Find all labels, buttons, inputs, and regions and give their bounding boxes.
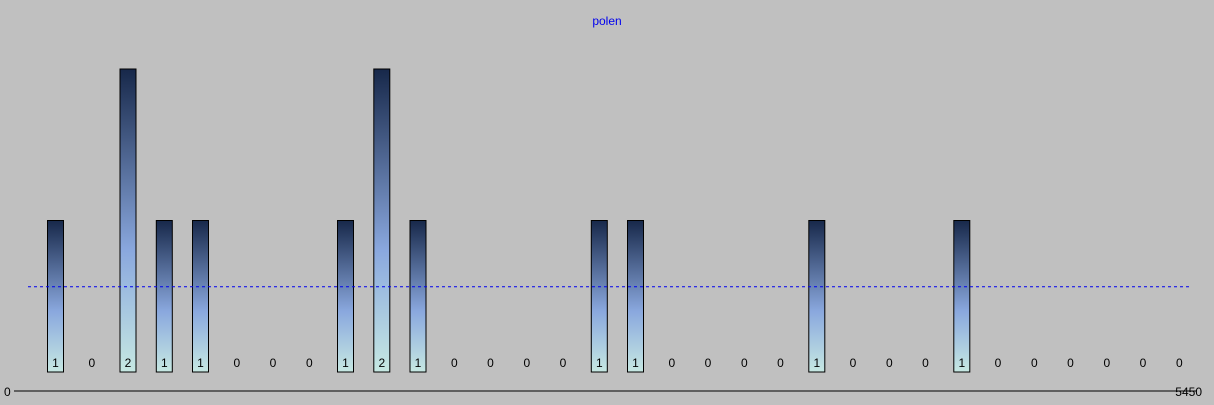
bar-value-label: 0 (1031, 356, 1038, 370)
x-axis-max-label: 5450 (1175, 385, 1202, 399)
bar (337, 220, 354, 373)
bar-value-label: 1 (813, 356, 820, 370)
bar (373, 68, 391, 373)
bar (808, 220, 826, 373)
bar-value-label: 0 (270, 356, 277, 370)
bar (590, 220, 608, 373)
bar-value-label: 1 (632, 356, 639, 370)
bar (47, 220, 64, 373)
bar-value-label: 0 (995, 356, 1002, 370)
bar-value-label: 1 (958, 356, 965, 370)
bar-value-label: 0 (741, 356, 748, 370)
bar-value-label: 1 (415, 356, 422, 370)
bar (409, 220, 427, 373)
bar-value-label: 0 (306, 356, 313, 370)
x-axis-min-label: 0 (4, 385, 11, 399)
bar-value-label: 0 (451, 356, 458, 370)
bar-value-label: 0 (1067, 356, 1074, 370)
bar-value-label: 1 (52, 356, 59, 370)
bar-value-label: 0 (850, 356, 857, 370)
bar-value-label: 0 (1140, 356, 1147, 370)
bar (119, 68, 137, 373)
bar-value-label: 0 (705, 356, 712, 370)
bar-value-label: 0 (487, 356, 494, 370)
bar-value-label: 0 (886, 356, 893, 370)
bar-value-label: 1 (197, 356, 204, 370)
bar-value-label: 0 (1176, 356, 1183, 370)
bar-value-label: 1 (342, 356, 349, 370)
chart-title: polen (592, 14, 622, 28)
bar-value-label: 0 (88, 356, 95, 370)
bar-value-label: 0 (560, 356, 567, 370)
bar-value-label: 0 (922, 356, 929, 370)
bar-value-label: 1 (161, 356, 168, 370)
bar-value-label: 2 (125, 356, 132, 370)
bar-value-label: 0 (1103, 356, 1110, 370)
bar (953, 220, 971, 373)
bar-value-label: 2 (378, 356, 385, 370)
bar-value-label: 1 (596, 356, 603, 370)
bar-value-label: 0 (668, 356, 675, 370)
bar (627, 220, 644, 373)
bar (155, 220, 173, 373)
bar-value-label: 0 (777, 356, 784, 370)
bar-value-label: 0 (233, 356, 240, 370)
bar (192, 220, 209, 373)
bar-value-label: 0 (523, 356, 530, 370)
